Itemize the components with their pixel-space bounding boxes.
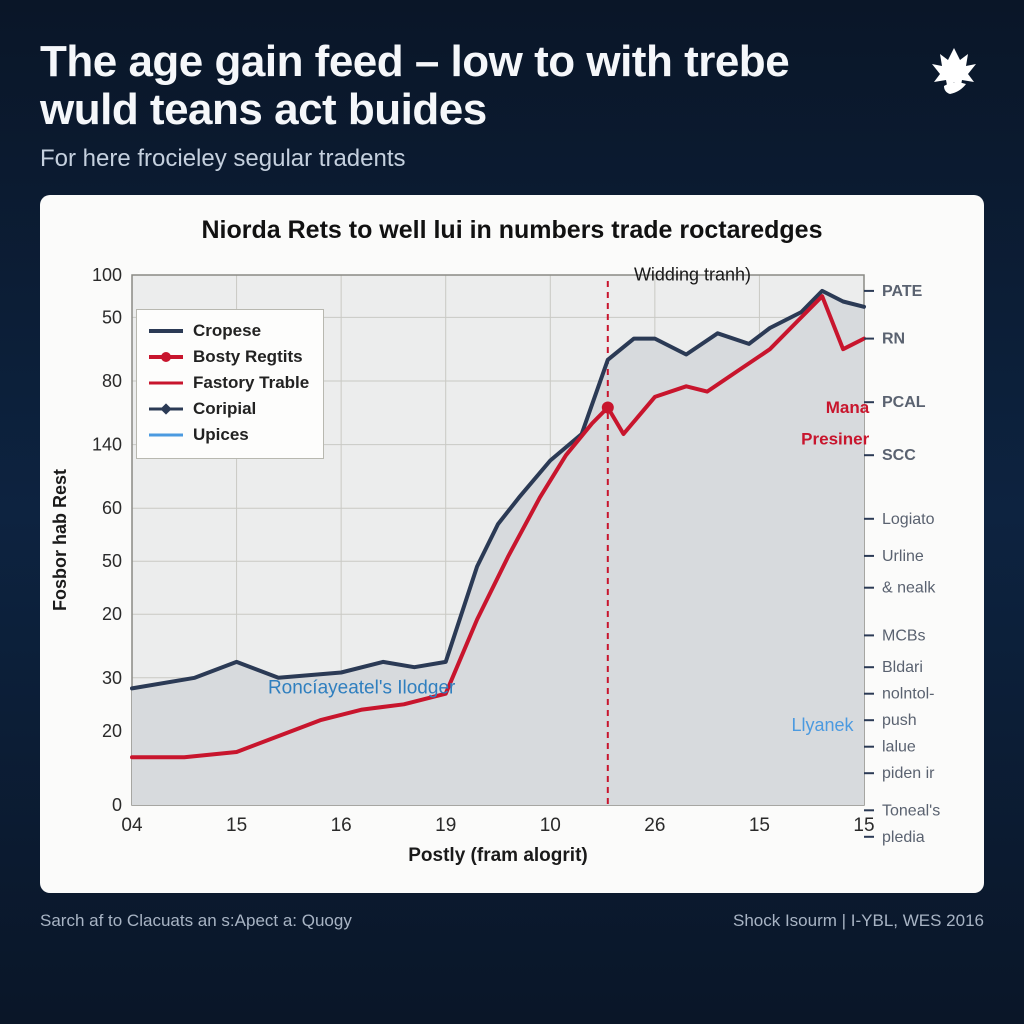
header: The age gain feed – low to with trebe wu… <box>40 38 984 173</box>
page-subtitle: For here frocieley segular tradents <box>40 145 860 173</box>
svg-text:Fosbor hab Rest: Fosbor hab Rest <box>50 469 70 611</box>
svg-text:push: push <box>882 712 917 729</box>
legend-item: Fastory Trable <box>149 370 309 396</box>
svg-text:lalue: lalue <box>882 738 916 755</box>
svg-text:Widding tranh): Widding tranh) <box>634 264 751 284</box>
svg-text:50: 50 <box>102 307 122 327</box>
legend-label: Upices <box>193 425 249 445</box>
svg-text:Urline: Urline <box>882 548 924 565</box>
svg-text:PCAL: PCAL <box>882 394 926 411</box>
legend-swatch <box>149 323 183 339</box>
svg-text:140: 140 <box>92 434 122 454</box>
legend-item: Cropese <box>149 318 309 344</box>
chart-card: Niorda Rets to well lui in numbers trade… <box>40 195 984 893</box>
svg-text:26: 26 <box>644 815 665 836</box>
legend-item: Coripial <box>149 396 309 422</box>
svg-text:50: 50 <box>102 551 122 571</box>
svg-text:PATE: PATE <box>882 283 923 300</box>
title-block: The age gain feed – low to with trebe wu… <box>40 38 860 173</box>
page-title: The age gain feed – low to with trebe wu… <box>40 38 860 135</box>
svg-text:MCBs: MCBs <box>882 627 926 644</box>
svg-text:15: 15 <box>749 815 770 836</box>
legend-swatch <box>149 427 183 443</box>
chart-title: Niorda Rets to well lui in numbers trade… <box>40 215 984 245</box>
svg-text:19: 19 <box>435 815 456 836</box>
footer-right: Shock Isourm | I-YBL, WES 2016 <box>733 911 984 931</box>
legend-label: Coripial <box>193 399 256 419</box>
svg-text:piden ir: piden ir <box>882 765 935 782</box>
svg-text:15: 15 <box>853 815 874 836</box>
legend-item: Bosty Regtits <box>149 344 309 370</box>
svg-text:RN: RN <box>882 330 905 347</box>
legend-label: Fastory Trable <box>193 373 309 393</box>
svg-text:Toneal's: Toneal's <box>882 802 940 819</box>
svg-text:& nealk: & nealk <box>882 579 936 596</box>
svg-text:30: 30 <box>102 668 122 688</box>
svg-text:04: 04 <box>121 815 143 836</box>
svg-text:10: 10 <box>540 815 561 836</box>
svg-text:Logiato: Logiato <box>882 511 935 528</box>
svg-text:100: 100 <box>92 265 122 285</box>
legend-swatch <box>149 375 183 391</box>
svg-text:60: 60 <box>102 498 122 518</box>
footer: Sarch af to Clacuats an s:Apect a: Quogy… <box>40 911 984 931</box>
svg-text:15: 15 <box>226 815 247 836</box>
svg-text:Presiner: Presiner <box>801 429 869 448</box>
legend-item: Upices <box>149 422 309 448</box>
plot-area: 100 50 80 140 60 50 20 30 20 004 15 16 19 10 26 15 15 PAT… <box>40 255 984 875</box>
svg-text:Mana: Mana <box>826 398 870 417</box>
svg-text:0: 0 <box>112 795 122 815</box>
svg-text:nolntol-: nolntol- <box>882 685 934 702</box>
svg-text:Bldari: Bldari <box>882 659 923 676</box>
legend-swatch <box>149 401 183 417</box>
footer-left: Sarch af to Clacuats an s:Apect a: Quogy <box>40 911 352 931</box>
svg-text:Roncíayeatel's Ilodger: Roncíayeatel's Ilodger <box>268 677 456 698</box>
svg-text:80: 80 <box>102 371 122 391</box>
svg-text:20: 20 <box>102 721 122 741</box>
svg-text:Postly (fram alogrit): Postly (fram alogrit) <box>408 845 587 866</box>
svg-text:20: 20 <box>102 604 122 624</box>
svg-text:16: 16 <box>331 815 352 836</box>
chart-legend: Cropese Bosty Regtits Fastory Trable Coripi… <box>136 309 324 459</box>
svg-text:Llyanek: Llyanek <box>791 715 854 735</box>
flame-dove-icon <box>924 44 984 104</box>
legend-swatch <box>149 349 183 365</box>
svg-text:SCC: SCC <box>882 447 916 464</box>
legend-label: Bosty Regtits <box>193 347 303 367</box>
svg-text:pledia: pledia <box>882 829 925 846</box>
legend-label: Cropese <box>193 321 261 341</box>
